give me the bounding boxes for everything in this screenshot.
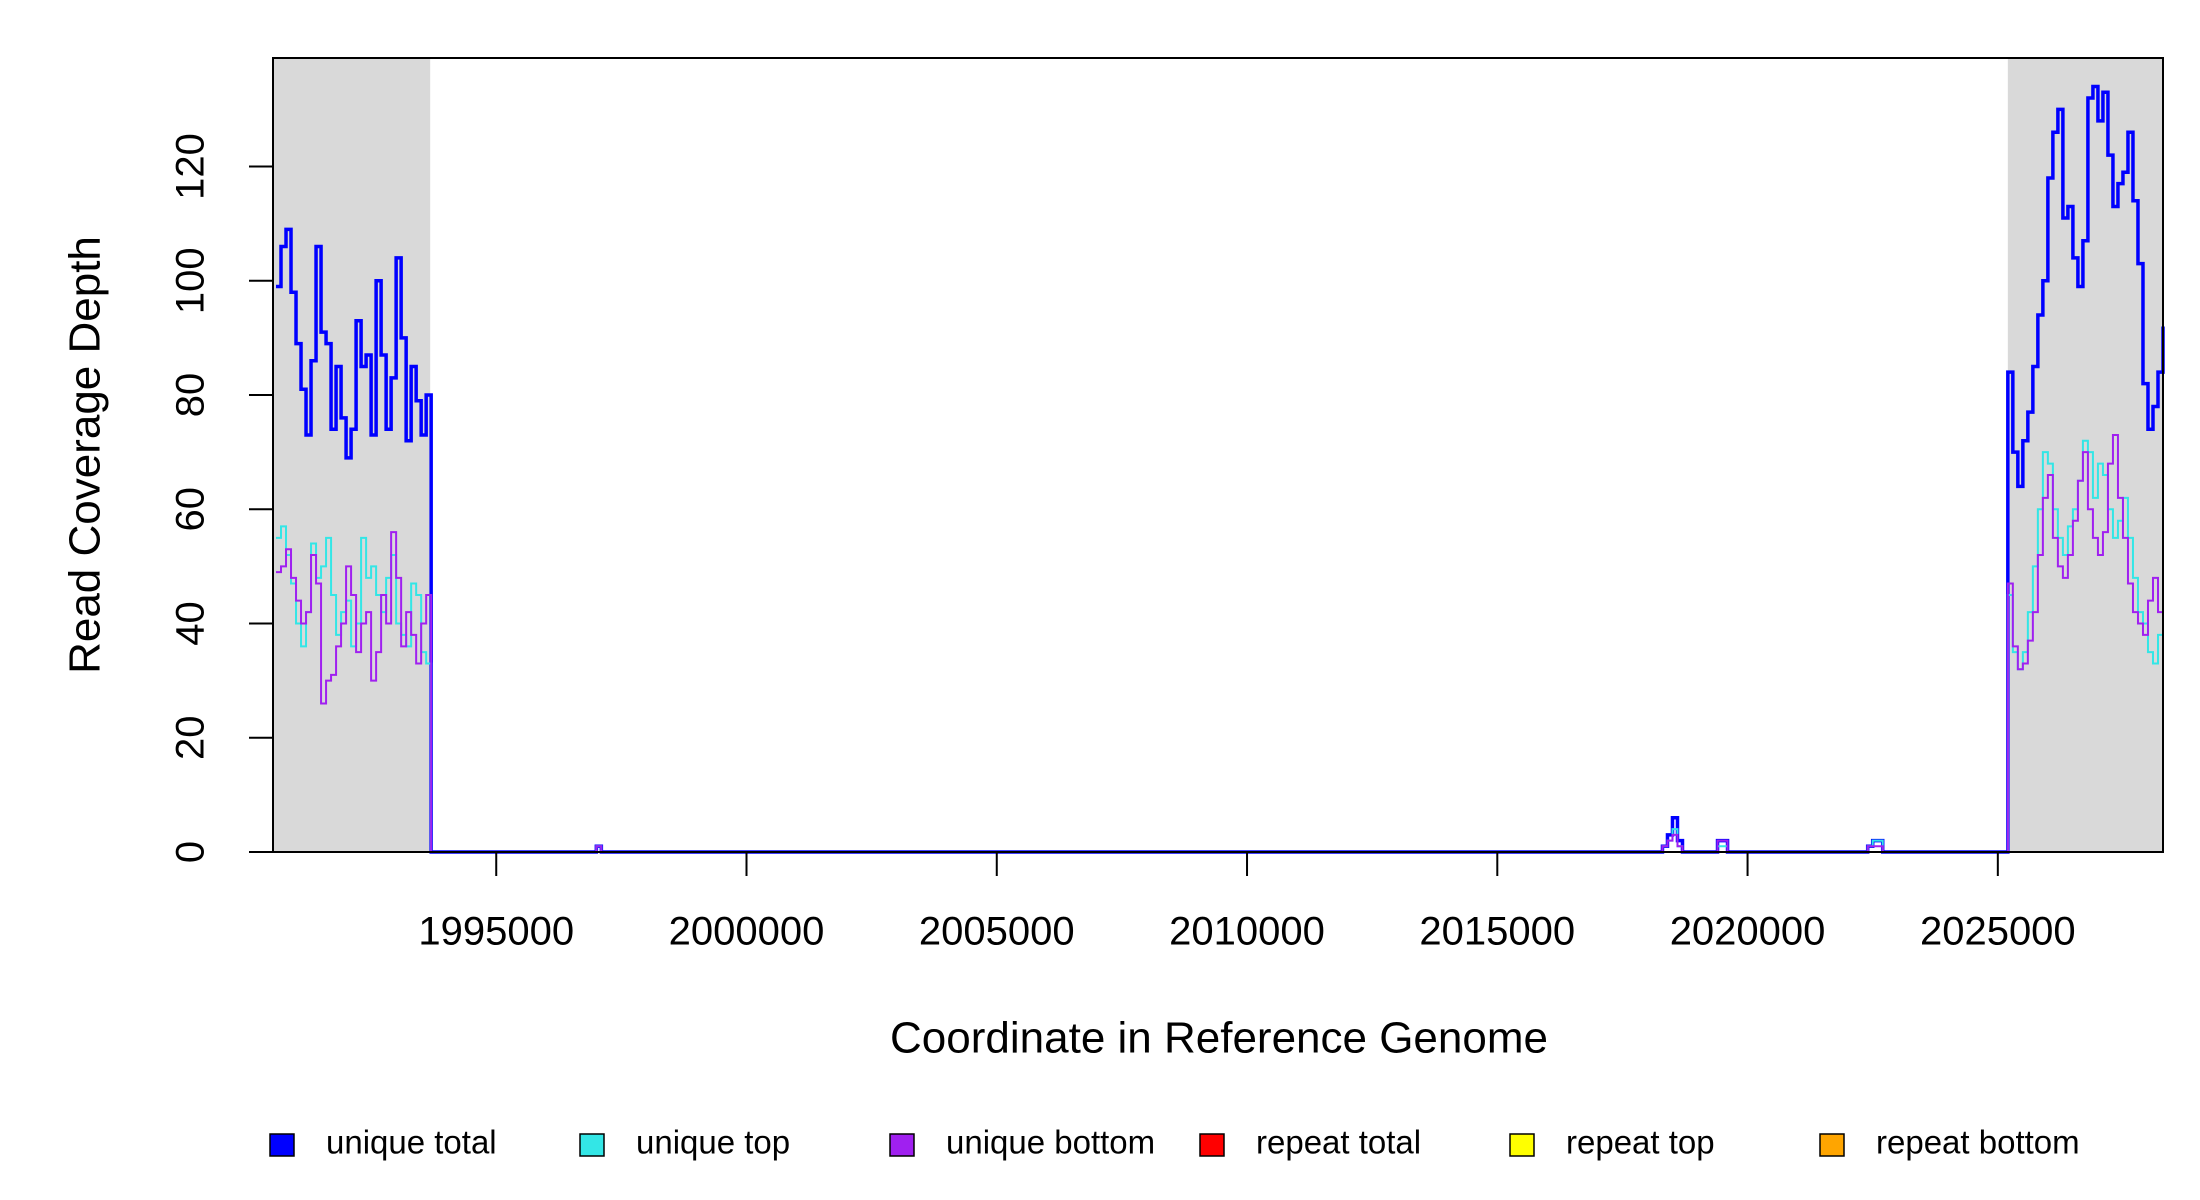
x-axis-title: Coordinate in Reference Genome (890, 1014, 1548, 1063)
y-tick-label: 20 (169, 716, 213, 761)
y-tick-label: 40 (169, 601, 213, 646)
y-tick-label: 0 (169, 841, 213, 863)
legend-label: repeat total (1256, 1124, 1421, 1161)
plot-frame (272, 57, 2164, 853)
y-tick-label: 100 (169, 247, 213, 314)
y-tick-label: 60 (169, 487, 213, 532)
shaded-region (2007, 58, 2163, 852)
legend-swatch (1199, 1133, 1225, 1157)
legend-swatch (1819, 1133, 1845, 1157)
legend-swatch (889, 1133, 915, 1157)
legend-label: repeat bottom (1876, 1124, 2080, 1161)
legend-label: repeat top (1566, 1124, 1715, 1161)
x-tick-label: 2020000 (1670, 910, 1826, 954)
series-line (276, 434, 2164, 853)
legend-label: unique bottom (946, 1124, 1155, 1161)
legend-swatch (269, 1133, 295, 1157)
y-tick-label: 120 (169, 133, 213, 200)
x-tick-label: 2000000 (669, 910, 825, 954)
legend-swatch (579, 1133, 605, 1157)
legend-swatch (1509, 1133, 1535, 1157)
y-axis-title: Read Coverage Depth (61, 236, 110, 674)
series-line (276, 84, 2165, 854)
legend-label: unique total (326, 1124, 497, 1161)
x-tick-label: 2005000 (919, 910, 1075, 954)
x-tick-label: 2015000 (1419, 910, 1575, 954)
x-tick-label: 1995000 (418, 910, 574, 954)
series-line (276, 439, 2164, 853)
x-tick-label: 2025000 (1920, 910, 2076, 954)
x-tick-label: 2010000 (1169, 910, 1325, 954)
legend-label: unique top (636, 1124, 790, 1161)
y-tick-label: 80 (169, 373, 213, 418)
